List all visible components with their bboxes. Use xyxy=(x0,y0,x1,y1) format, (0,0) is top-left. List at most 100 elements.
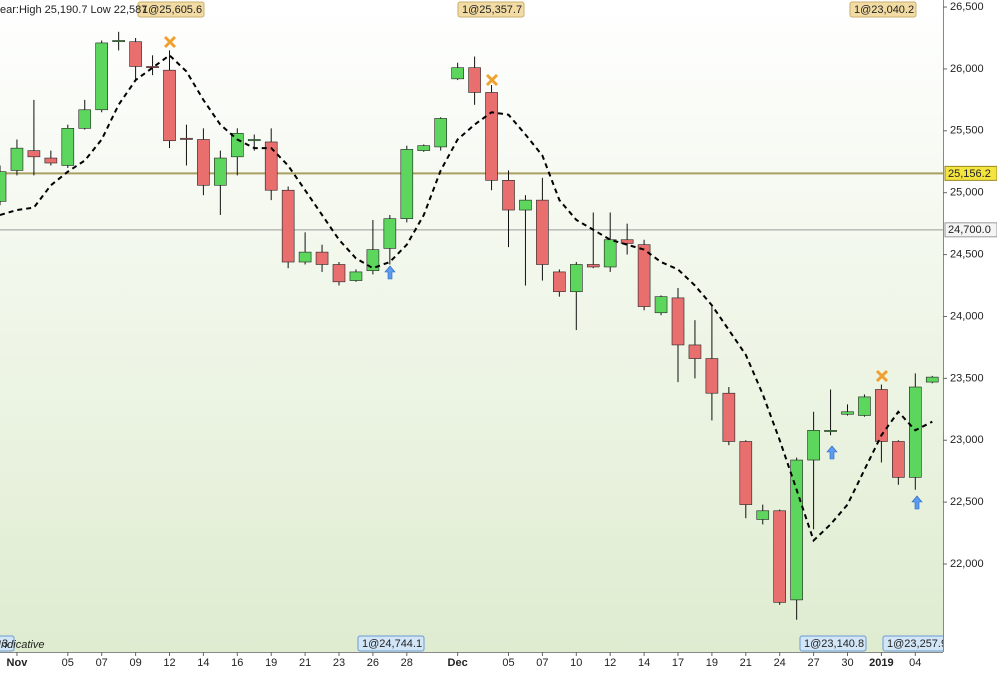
signal-x xyxy=(485,73,499,87)
annotation-box xyxy=(137,1,205,18)
annotation: 1@23,040.2 xyxy=(854,4,914,16)
candle-body xyxy=(163,69,176,142)
x-tick-label: 21 xyxy=(299,657,311,669)
candle-body xyxy=(502,180,515,211)
x-tick-label: 07 xyxy=(96,657,108,669)
x-tick-label: 2019 xyxy=(869,657,893,669)
candle-body xyxy=(434,118,448,148)
signal-arrow xyxy=(826,445,838,460)
x-tick-label: 19 xyxy=(265,657,277,669)
candle-body xyxy=(298,251,312,263)
candle-body xyxy=(536,199,549,265)
annotation: 1@25,605.6 xyxy=(142,4,202,16)
x-tick-label: 21 xyxy=(740,657,752,669)
candle-body xyxy=(214,157,227,186)
signal-x xyxy=(163,35,177,49)
y-tick-label: 26,000 xyxy=(950,63,984,75)
y-tick-label: 23,500 xyxy=(950,372,984,384)
candle-body xyxy=(875,389,888,442)
candle-body xyxy=(688,344,702,359)
x-tick-label: 07 xyxy=(536,657,548,669)
candle-body xyxy=(61,128,75,166)
annotation: 1@24,744.1 xyxy=(362,638,422,650)
candle-body xyxy=(180,137,193,140)
x-tick-label: 17 xyxy=(672,657,684,669)
candle-body xyxy=(519,199,532,211)
x-tick-label: 10 xyxy=(570,657,582,669)
candle-body xyxy=(281,189,295,263)
header-note: ear:High 25,190.7 Low 22,587 xyxy=(0,4,147,16)
candle-body xyxy=(671,297,685,346)
candle-body xyxy=(264,141,278,191)
x-tick-label: 26 xyxy=(367,657,379,669)
annotation-box xyxy=(357,635,425,652)
annotation-box xyxy=(882,635,943,652)
candle-body xyxy=(756,510,770,520)
x-tick-label: 05 xyxy=(502,657,514,669)
candle-body xyxy=(654,296,668,314)
x-tick-label: 05 xyxy=(62,657,74,669)
candle-body xyxy=(620,239,634,244)
y-tick-label: 25,500 xyxy=(950,125,984,137)
candle-body xyxy=(468,67,481,93)
candle-body xyxy=(722,392,736,442)
candle-body xyxy=(553,271,566,293)
signal-arrow xyxy=(911,495,923,510)
candle-body xyxy=(315,251,329,265)
signal-x xyxy=(875,369,889,383)
level-label-box xyxy=(944,222,997,238)
candle-body xyxy=(925,376,939,383)
candle-body xyxy=(705,358,719,394)
signals xyxy=(163,35,923,510)
candle-body xyxy=(332,264,346,283)
candle-body xyxy=(95,42,108,111)
candle-body xyxy=(858,396,871,416)
y-tick-label: 26,500 xyxy=(950,1,984,13)
y-tick-label: 23,000 xyxy=(950,434,984,446)
axis-background xyxy=(0,652,943,676)
candle-body xyxy=(841,411,854,415)
candle-body xyxy=(27,150,41,158)
annotation: 3 xyxy=(2,638,8,650)
signal-arrow xyxy=(384,265,396,280)
candle-body xyxy=(247,139,261,142)
x-tick-label: 12 xyxy=(163,657,175,669)
axis-background xyxy=(943,0,997,676)
candle-body xyxy=(773,510,787,603)
x-tick-label: 27 xyxy=(807,657,819,669)
annotation: 1@23,257.9 xyxy=(887,638,947,650)
candle-body xyxy=(739,441,753,505)
candle-body xyxy=(417,145,431,151)
y-tick-label: 25,000 xyxy=(950,187,984,199)
candle-body xyxy=(790,459,803,601)
candle-body xyxy=(44,157,58,164)
candle-body xyxy=(112,40,125,43)
candle-body xyxy=(349,271,363,281)
y-tick-label: 24,500 xyxy=(950,248,984,260)
candle-body xyxy=(908,386,922,478)
candle-body xyxy=(146,66,159,69)
annotation-box xyxy=(457,1,525,18)
x-tick-label: 30 xyxy=(841,657,853,669)
x-tick-label: 09 xyxy=(129,657,141,669)
annotation: 1@25,357.7 xyxy=(462,4,522,16)
annotation-box xyxy=(799,635,867,652)
level-label: 24,700.0 xyxy=(948,224,991,236)
annotation-box xyxy=(849,1,917,18)
candle-body xyxy=(10,147,24,171)
x-tick-label: 16 xyxy=(231,657,243,669)
candle-body xyxy=(400,149,414,219)
x-tick-label: 19 xyxy=(706,657,718,669)
candle-body xyxy=(78,109,92,129)
level-label: 25,156.2 xyxy=(948,168,991,180)
x-tick-label: 14 xyxy=(638,657,650,669)
candle-body xyxy=(451,67,464,80)
candle-body xyxy=(129,41,142,67)
x-tick-label: 28 xyxy=(401,657,413,669)
footer-note: Indicative xyxy=(0,639,44,651)
candle-body xyxy=(569,264,583,293)
candle-body xyxy=(637,244,651,307)
plot: 1@25,605.6 1@25,357.7 1@23,040.2 ear:High 2… xyxy=(0,1,947,652)
annotation: 1@23,140.8 xyxy=(804,638,864,650)
candle-body xyxy=(586,264,600,268)
